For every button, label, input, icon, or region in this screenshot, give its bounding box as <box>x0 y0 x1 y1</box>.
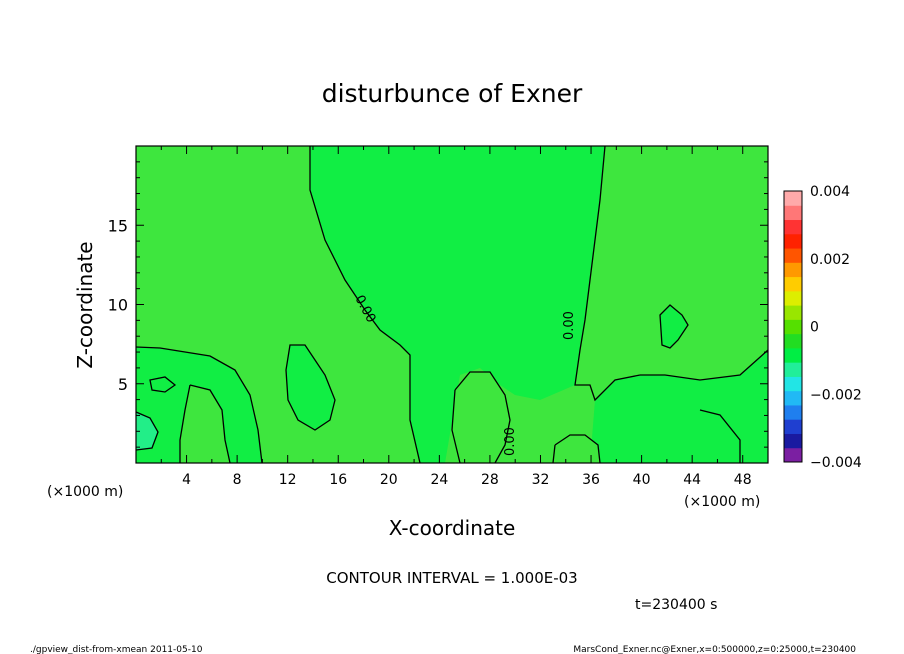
x-tick-label: 8 <box>233 472 242 488</box>
colorbar-segment <box>784 447 802 463</box>
colorbar-segment <box>784 347 802 363</box>
x-tick-label: 20 <box>380 472 398 488</box>
colorbar-segment <box>784 390 802 406</box>
near-zero-region <box>310 146 605 463</box>
x-tick-label: 44 <box>683 472 701 488</box>
colorbar-tick-label: 0 <box>810 320 819 336</box>
contour-interval-text: CONTOUR INTERVAL = 1.000E-03 <box>326 569 577 587</box>
positive-region <box>553 435 600 463</box>
x-tick-label: 12 <box>279 472 297 488</box>
negative-region <box>136 412 158 450</box>
colorbar-tick-label: −0.004 <box>810 455 862 471</box>
y-tick-label: 15 <box>108 216 128 235</box>
colorbar-labels: 0.004 0.002 0 −0.002 −0.004 <box>810 184 862 471</box>
colorbar-segment <box>784 248 802 263</box>
colorbar-segment <box>784 433 802 449</box>
positive-region <box>452 372 510 463</box>
contour-label: 0.00 <box>562 311 577 340</box>
x-axis: 4 8 12 16 20 24 28 32 36 40 44 48 <box>160 146 752 488</box>
x-tick-label: 28 <box>481 472 499 488</box>
near-zero-region <box>286 345 335 430</box>
colorbar-segment <box>784 319 802 335</box>
colorbar-segment <box>784 262 802 278</box>
colorbar-segment <box>784 305 802 320</box>
colorbar-segment <box>784 362 802 377</box>
contour-label: 0.00 <box>503 427 518 456</box>
y-tick-label: 10 <box>108 296 128 315</box>
y-axis-label: Z-coordinate <box>73 241 97 368</box>
x-unit-label: (×1000 m) <box>684 494 760 510</box>
colorbar-tick-label: 0.002 <box>810 252 850 268</box>
colorbar-segment <box>784 290 802 306</box>
colorbar <box>784 191 802 463</box>
colorbar-segment <box>784 404 802 420</box>
colorbar-tick-label: 0.004 <box>810 184 850 200</box>
x-tick-label: 48 <box>734 472 752 488</box>
time-text: t=230400 s <box>635 597 717 613</box>
colorbar-segment <box>784 376 802 392</box>
colorbar-segment <box>784 205 802 221</box>
colorbar-segment <box>784 419 802 434</box>
contour-field <box>136 146 768 463</box>
contour-lines <box>136 146 768 463</box>
x-tick-label: 4 <box>182 472 191 488</box>
x-tick-label: 40 <box>633 472 651 488</box>
footer-right: MarsCond_Exner.nc@Exner,x=0:500000,z=0:2… <box>573 645 856 654</box>
near-zero-region <box>590 350 768 463</box>
x-tick-label: 36 <box>582 472 600 488</box>
colorbar-segment <box>784 333 802 349</box>
chart-title: disturbunce of Exner <box>322 79 583 108</box>
x-tick-label: 24 <box>430 472 448 488</box>
colorbar-segment <box>784 276 802 292</box>
colorbar-segment <box>784 191 802 206</box>
near-zero-region <box>660 305 688 348</box>
colorbar-frame <box>783 190 803 463</box>
x-tick-label: 16 <box>329 472 347 488</box>
y-axis: 5 10 15 <box>108 161 768 448</box>
x-axis-label: X-coordinate <box>389 516 516 540</box>
colorbar-segment <box>784 219 802 235</box>
colorbar-tick-label: −0.002 <box>810 387 862 403</box>
x-tick-label: 32 <box>532 472 550 488</box>
footer-left: ./gpview_dist-from-xmean 2011-05-10 <box>30 645 203 654</box>
colorbar-segment <box>784 233 802 249</box>
y-tick-label: 5 <box>118 375 128 394</box>
positive-region <box>180 385 230 463</box>
y-unit-label: (×1000 m) <box>47 484 123 500</box>
